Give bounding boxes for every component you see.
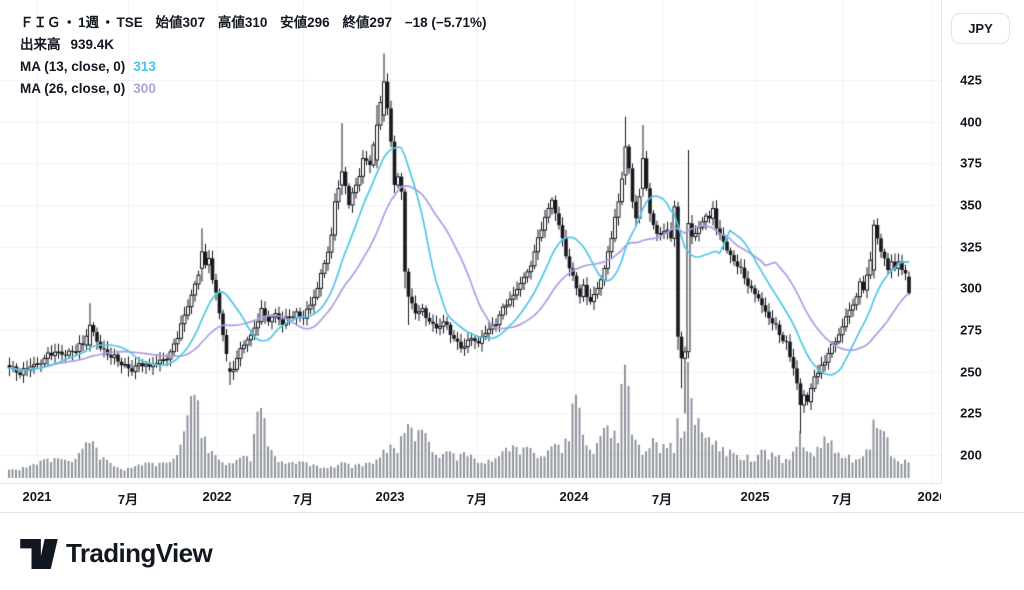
tradingview-logo-text: TradingView [66,538,213,568]
symbol-name: ＦＩＧ [20,15,61,30]
open-value: 始値307 [155,15,206,30]
price-axis-label: 425 [960,72,982,88]
ma13-value: 313 [133,59,156,74]
time-axis-label: 2021 [22,489,52,504]
price-axis-label: 225 [960,405,982,421]
low-value: 安値296 [280,15,330,30]
tradingview-logo-icon [20,538,58,569]
time-axis-label: 2024 [559,489,589,504]
separator: ・ [62,15,77,30]
time-axis-label: 2022 [202,489,232,504]
time-axis-label: 7月 [466,492,488,507]
widget-bottom-border [0,512,1024,513]
ma26-value: 300 [133,81,156,96]
axis-separator-horizontal [0,483,941,484]
symbol-ohlc-row[interactable]: ＦＩＧ ・ 1週・ TSE 始値307 高値310 安値296 終値297 −18 (… [20,12,487,34]
ma13-row[interactable]: MA (13, close, 0) 313 [20,56,487,78]
ma26-label: MA (26, close, 0) [20,81,126,96]
time-axis[interactable]: 2021 7月 2022 7月 2023 7月 2024 7月 2025 7月 2026 [0,484,941,512]
price-axis-label: 400 [960,114,982,130]
separator: ・ [101,15,115,30]
tradingview-branding[interactable]: TradingView [20,538,213,569]
time-axis-label: 7月 [292,492,314,507]
axis-separator-vertical [941,0,942,483]
price-chart-canvas[interactable] [0,0,941,483]
close-value: 終値297 [342,15,392,30]
price-axis-label: 350 [960,197,982,213]
price-axis[interactable]: 425 400 375 350 325 300 275 250 225 200 [941,0,1024,483]
ma13-label: MA (13, close, 0) [20,59,126,74]
time-axis-label: 2026 [917,489,941,504]
price-axis-label: 325 [960,239,982,255]
change-value: −18 (−5.71%) [404,15,487,30]
price-axis-label: 200 [960,447,982,463]
volume-label: 出来高 [20,37,61,52]
time-axis-label: 7月 [651,492,673,507]
price-axis-label: 300 [960,280,982,296]
interval-label: 1週 [78,15,100,30]
price-axis-label: 275 [960,322,982,338]
volume-row[interactable]: 出来高 939.4K [20,34,487,56]
ma26-row[interactable]: MA (26, close, 0) 300 [20,78,487,100]
exchange-label: TSE [116,15,143,30]
volume-value: 939.4K [70,37,115,52]
price-axis-label: 250 [960,364,982,380]
chart-legend: ＦＩＧ ・ 1週・ TSE 始値307 高値310 安値296 終値297 −18 (… [20,12,487,100]
time-axis-label: 7月 [117,492,139,507]
time-axis-label: 7月 [831,492,853,507]
high-value: 高値310 [217,15,268,30]
price-axis-label: 375 [960,155,982,171]
time-axis-label: 2023 [375,489,405,504]
currency-button[interactable]: JPY [951,13,1010,44]
tradingview-chart-widget: ＦＩＧ ・ 1週・ TSE 始値307 高値310 安値296 終値297 −18 (… [0,0,1024,513]
time-axis-label: 2025 [740,489,770,504]
